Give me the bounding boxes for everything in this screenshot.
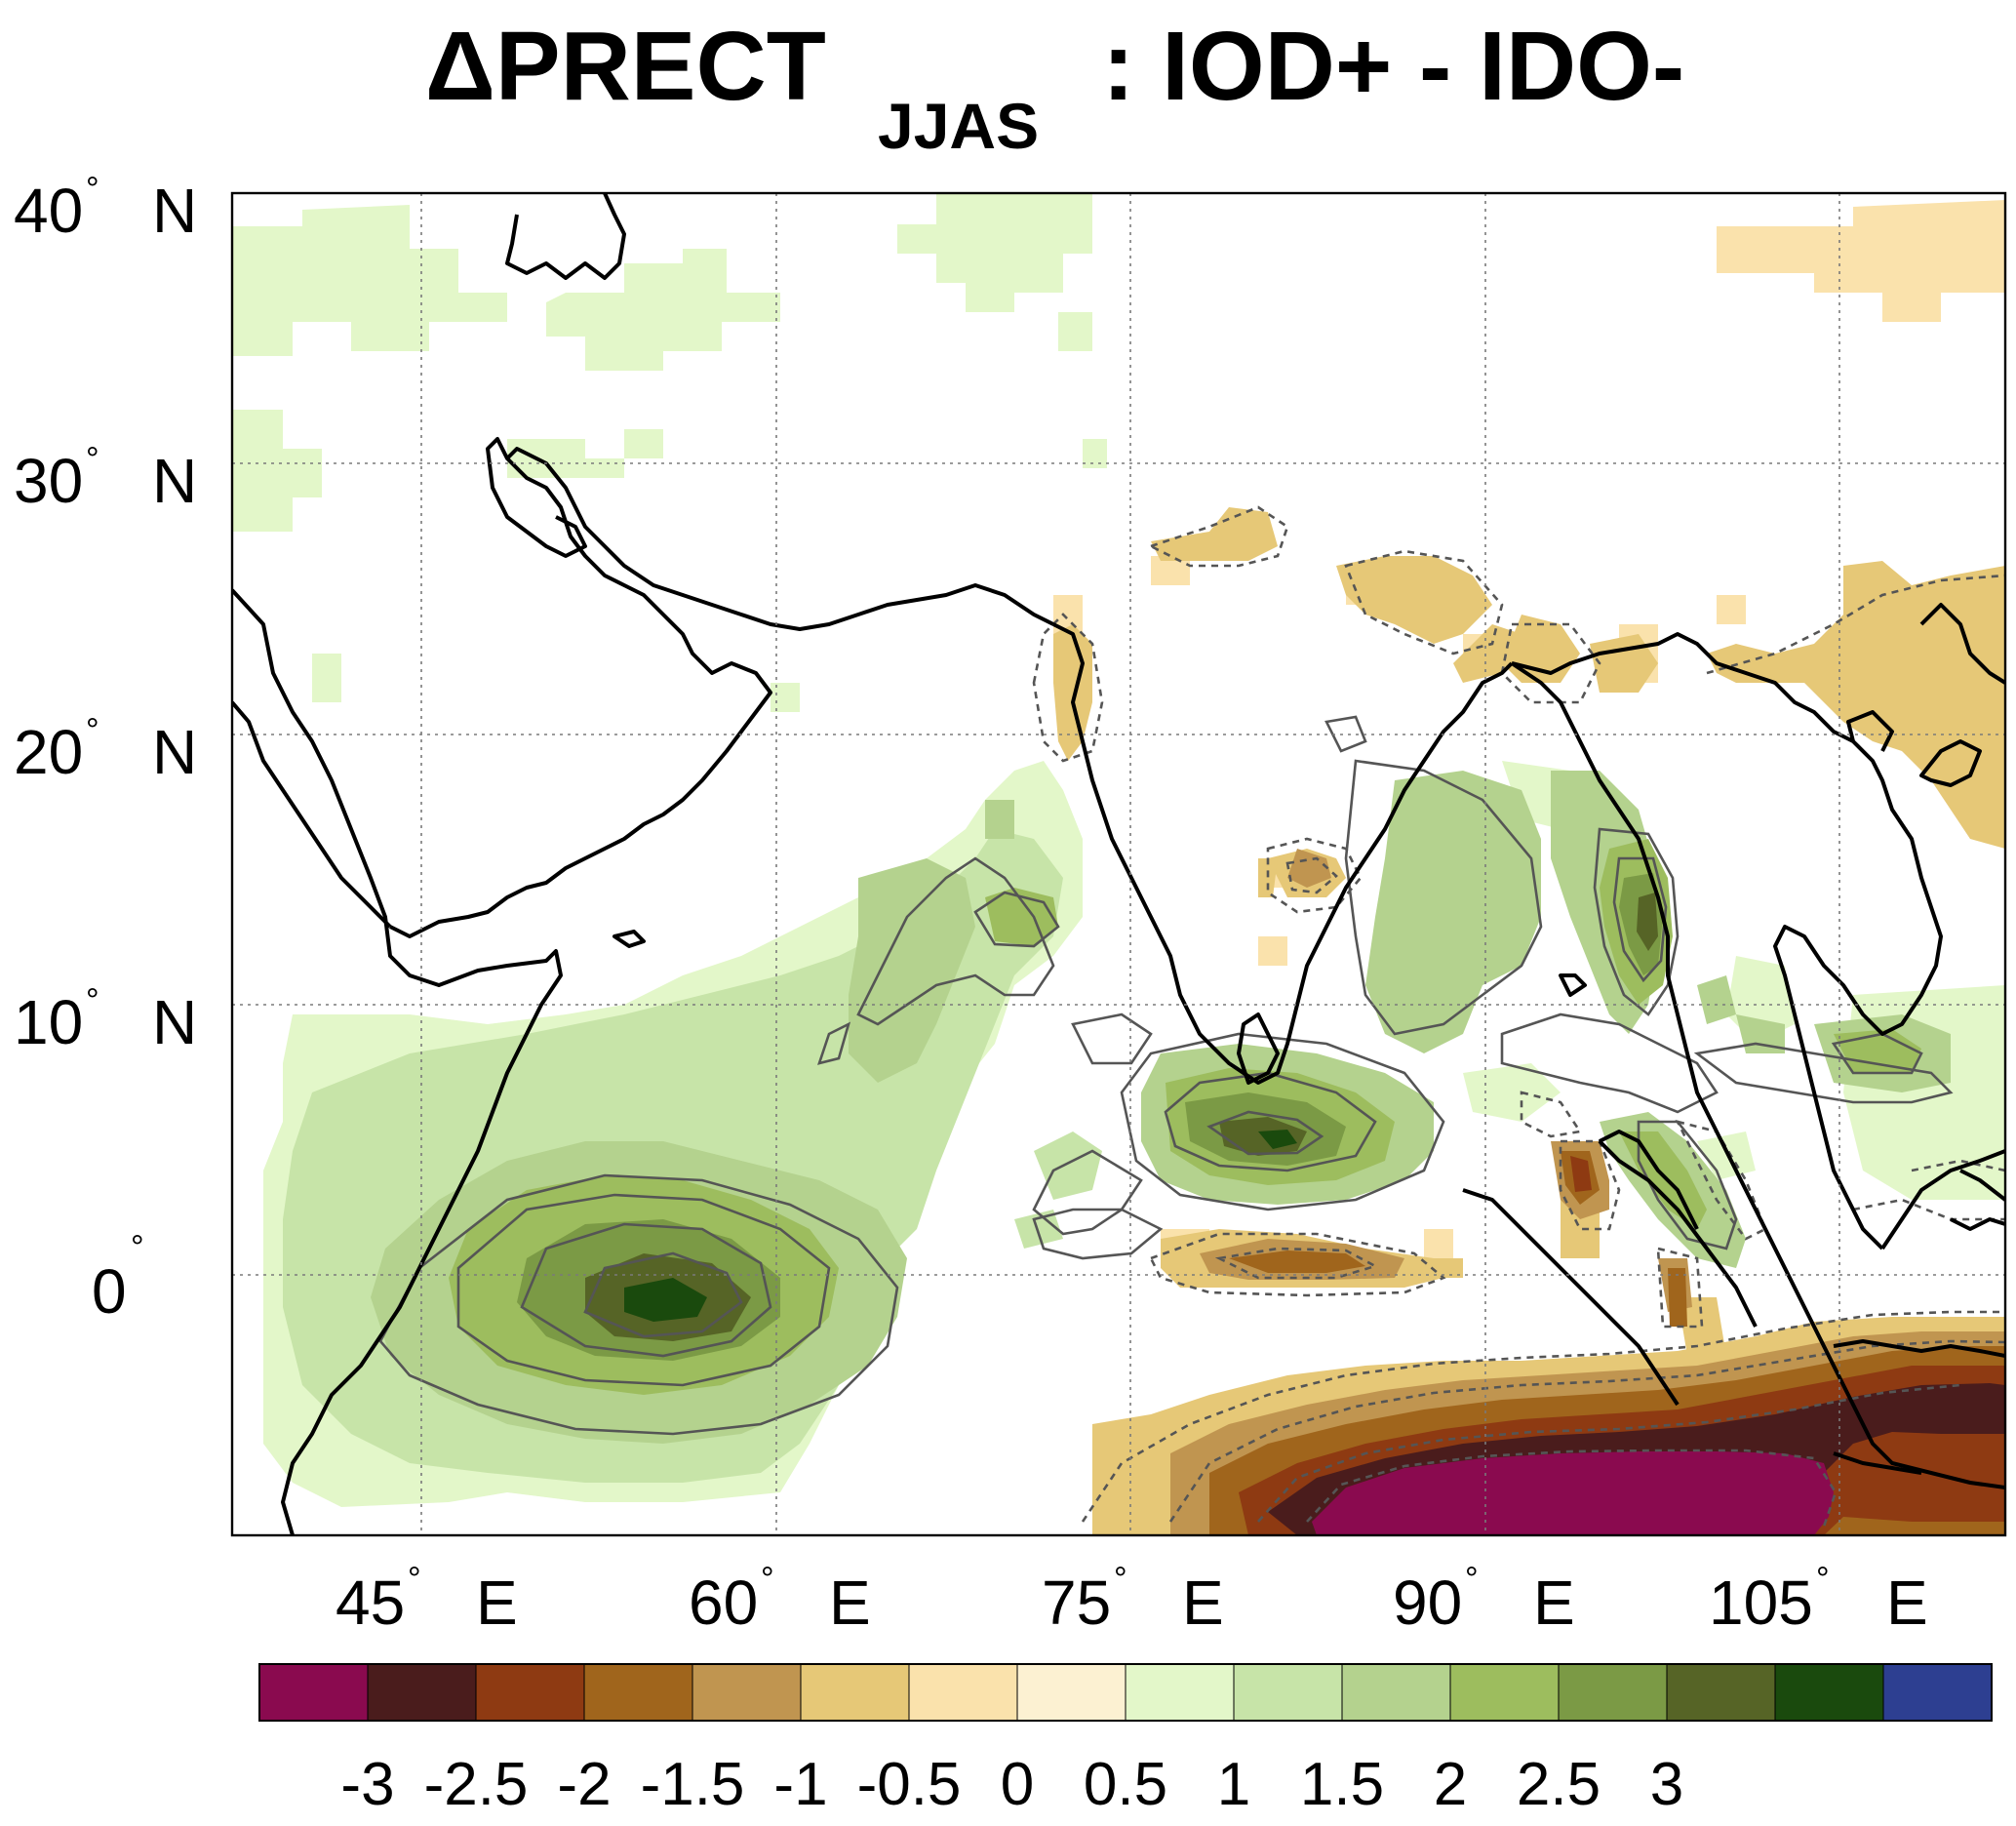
lat-tick-20-suffix: N [152, 717, 197, 787]
map-gridlines [232, 193, 2005, 1535]
lon-tick-60-degree: ° [761, 1561, 774, 1598]
lat-tick-10-suffix: N [152, 987, 197, 1057]
lat-tick-40-suffix: N [152, 176, 197, 246]
longitude-tick-labels: 45 ° E 60 ° E 75 ° E 90 ° E 105 ° E [336, 1561, 1928, 1638]
colorbar-swatch [692, 1663, 802, 1722]
lon-tick-75-value: 75 [1042, 1568, 1111, 1638]
lat-tick-20-degree: ° [86, 712, 99, 749]
colorbar-swatch [1882, 1663, 1993, 1722]
lon-tick-90: 90 ° E [1393, 1561, 1575, 1638]
lon-tick-105-value: 105 [1709, 1568, 1813, 1638]
colorbar-tick-label: -3 [340, 1751, 394, 1818]
colorbar-tick-label: 0 [1001, 1751, 1034, 1818]
lat-tick-30: 30 ° N [14, 441, 197, 516]
colorbar: -3 -2.5 -2 -1.5 -1 -0.5 0 0.5 1 1.5 2 2.5 3 [258, 1663, 1993, 1818]
lon-tick-75-suffix: E [1182, 1568, 1224, 1638]
lon-tick-90-value: 90 [1393, 1568, 1462, 1638]
colorbar-tick-label: -2 [557, 1751, 611, 1818]
colorbar-tick-label: 2 [1434, 1751, 1467, 1818]
lon-tick-60-value: 60 [689, 1568, 758, 1638]
lon-tick-45-suffix: E [476, 1568, 518, 1638]
title-main-text: ΔPRECT [425, 12, 826, 121]
lat-tick-10: 10 ° N [14, 982, 197, 1057]
map-shading [232, 193, 2005, 1535]
lat-tick-0: 0 ° [92, 1229, 144, 1327]
colorbar-labels: -3 -2.5 -2 -1.5 -1 -0.5 0 0.5 1 1.5 2 2.5 3 [340, 1751, 1683, 1818]
latitude-tick-labels: 40 ° N 30 ° N 20 ° N 10 ° N 0 ° [14, 171, 197, 1327]
colorbar-swatch [1666, 1663, 1776, 1722]
lat-tick-10-degree: ° [86, 982, 99, 1019]
colorbar-swatch [1449, 1663, 1560, 1722]
lon-tick-105: 105 ° E [1709, 1561, 1928, 1638]
colorbar-tick-label: -2.5 [424, 1751, 529, 1818]
lon-tick-105-suffix: E [1886, 1568, 1928, 1638]
shading-magenta [1312, 1451, 1834, 1535]
lat-tick-10-value: 10 [14, 987, 83, 1057]
colorbar-swatch [1233, 1663, 1343, 1722]
lat-tick-20: 20 ° N [14, 712, 197, 787]
lon-tick-45-value: 45 [336, 1568, 405, 1638]
lon-tick-75-degree: ° [1114, 1561, 1127, 1598]
colorbar-tick-label: 0.5 [1084, 1751, 1167, 1818]
lat-tick-40-value: 40 [14, 176, 83, 246]
colorbar-swatch [800, 1663, 910, 1722]
lat-tick-40-degree: ° [86, 171, 99, 208]
colorbar-swatch [1558, 1663, 1668, 1722]
lon-tick-90-suffix: E [1533, 1568, 1575, 1638]
colorbar-swatch [475, 1663, 585, 1722]
coastlines [232, 193, 2005, 1535]
colorbar-tick-label: 3 [1650, 1751, 1683, 1818]
lat-tick-30-degree: ° [86, 441, 99, 478]
colorbar-swatches [258, 1663, 1993, 1722]
title-suffix-text: : IOD+ - IDO- [1102, 12, 1684, 121]
map-frame [230, 191, 2007, 1537]
colorbar-frame [258, 1663, 1993, 1722]
lat-tick-30-value: 30 [14, 446, 83, 516]
lat-tick-0-value: 0 [92, 1256, 127, 1327]
colorbar-tick-label: -0.5 [857, 1751, 962, 1818]
colorbar-tick-label: -1.5 [641, 1751, 745, 1818]
colorbar-swatch [908, 1663, 1018, 1722]
colorbar-swatch [583, 1663, 693, 1722]
colorbar-tick-label: 1.5 [1300, 1751, 1384, 1818]
shading-green-3p0 [624, 1130, 1297, 1322]
title-subscript-text: JJAS [878, 90, 1039, 162]
lon-tick-45: 45 ° E [336, 1561, 518, 1638]
colorbar-swatch [1774, 1663, 1884, 1722]
colorbar-tick-label: 1 [1217, 1751, 1250, 1818]
lon-tick-75: 75 ° E [1042, 1561, 1224, 1638]
colorbar-swatch [258, 1663, 369, 1722]
lat-tick-20-value: 20 [14, 717, 83, 787]
colorbar-swatch [1125, 1663, 1235, 1722]
lon-tick-60-suffix: E [829, 1568, 871, 1638]
lat-tick-40: 40 ° N [14, 171, 197, 246]
lon-tick-90-degree: ° [1465, 1561, 1479, 1598]
figure-title: ΔPRECT JJAS : IOD+ - IDO- [425, 12, 1684, 162]
colorbar-swatch [367, 1663, 477, 1722]
lon-tick-105-degree: ° [1816, 1561, 1830, 1598]
lat-tick-0-degree: ° [131, 1229, 144, 1266]
lat-tick-30-suffix: N [152, 446, 197, 516]
map-panel [230, 191, 2007, 1537]
lon-tick-45-degree: ° [408, 1561, 421, 1598]
colorbar-swatch [1016, 1663, 1127, 1722]
colorbar-tick-label: 2.5 [1517, 1751, 1601, 1818]
lon-tick-60: 60 ° E [689, 1561, 871, 1638]
colorbar-tick-label: -1 [773, 1751, 827, 1818]
colorbar-swatch [1341, 1663, 1451, 1722]
